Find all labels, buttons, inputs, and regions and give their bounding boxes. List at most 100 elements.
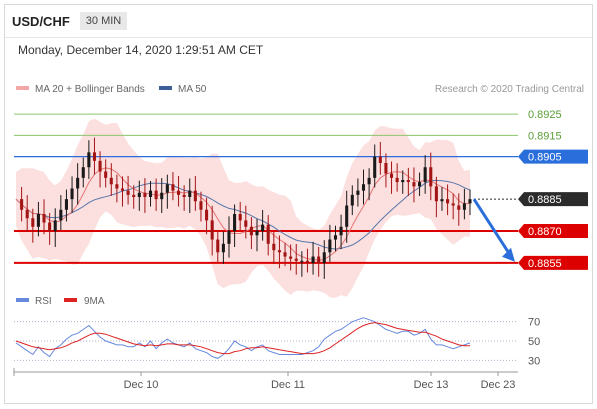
candle-body — [165, 184, 169, 193]
candle-body — [92, 152, 97, 161]
candle-body — [255, 231, 259, 236]
candle — [177, 175, 181, 207]
candle — [418, 172, 422, 196]
candle — [70, 176, 74, 213]
candle — [238, 201, 242, 230]
candle — [182, 185, 186, 211]
candle-body — [59, 209, 63, 221]
candle — [412, 167, 416, 203]
candle — [311, 241, 315, 275]
candle — [283, 242, 287, 267]
candle — [322, 240, 326, 279]
rsi-ma-legend-label: 9MA — [84, 296, 105, 307]
rsi-ma-line — [15, 322, 470, 355]
candle — [115, 174, 119, 203]
candle — [210, 205, 214, 256]
candle-body — [216, 239, 220, 253]
candle-body — [378, 156, 382, 163]
candle — [104, 159, 108, 188]
level-tag — [518, 224, 588, 239]
candle-body — [42, 214, 46, 223]
bollinger-band — [16, 118, 470, 298]
candle-body — [277, 250, 281, 253]
candle — [199, 191, 203, 222]
candle-body — [188, 190, 192, 198]
candle — [221, 231, 225, 264]
candle-body — [356, 190, 360, 195]
candle — [305, 248, 309, 273]
ma50-legend-swatch — [159, 86, 172, 90]
candle — [451, 193, 455, 220]
candle — [216, 229, 220, 262]
candle — [294, 244, 298, 275]
level-tag — [518, 192, 588, 207]
candle-body — [132, 194, 136, 198]
candle-body — [249, 226, 253, 236]
candle — [87, 140, 91, 179]
candle — [76, 163, 80, 205]
candle-body — [104, 171, 108, 178]
candle-body — [305, 260, 309, 263]
candle-body — [31, 218, 35, 227]
moving-averages — [15, 167, 471, 261]
bollinger-band-area — [16, 118, 470, 298]
candle-body — [429, 167, 433, 187]
candle-body — [182, 194, 186, 198]
candle-body — [64, 199, 68, 210]
candle — [132, 185, 136, 209]
credit-label: Research © 2020 Trading Central — [435, 84, 584, 95]
rsi-ma-legend-swatch — [64, 298, 77, 302]
chart-header: USD/CHF 30 MIN — [12, 12, 128, 30]
x-tick-label: Dec 13 — [414, 379, 449, 391]
candle — [81, 157, 85, 188]
candle — [339, 214, 343, 250]
level-label: 0.8915 — [528, 130, 562, 142]
candle — [227, 216, 231, 258]
x-tick-label: Dec 10 — [124, 379, 159, 391]
candle — [143, 178, 147, 213]
candle — [272, 231, 276, 264]
rsi-tick-label: 70 — [528, 317, 540, 329]
rsi-line — [15, 317, 471, 359]
level-tag — [518, 149, 588, 164]
candle-body — [434, 186, 438, 202]
candle-body — [395, 177, 399, 183]
candle-body — [451, 203, 455, 206]
candle-body — [81, 167, 85, 178]
candle — [249, 217, 253, 250]
candle — [440, 187, 444, 211]
candle-body — [137, 192, 141, 198]
candle-body — [266, 224, 270, 244]
candle — [64, 189, 68, 222]
candle-body — [25, 209, 29, 219]
candle — [126, 175, 130, 205]
timeframe-button[interactable]: 30 MIN — [79, 12, 128, 30]
candle — [59, 195, 63, 230]
candle-body — [440, 199, 444, 202]
rsi-legend-label: RSI — [35, 296, 52, 307]
candle — [148, 181, 153, 207]
candle — [401, 170, 405, 194]
candle — [446, 184, 450, 216]
candle — [468, 189, 472, 216]
candle — [120, 176, 125, 207]
candle — [328, 224, 332, 262]
candle — [367, 168, 371, 201]
ma50-line — [15, 179, 471, 250]
candle — [25, 195, 29, 233]
candle — [457, 193, 461, 226]
forecast-arrow-head — [502, 247, 515, 262]
candle-body — [115, 184, 119, 189]
candles — [20, 137, 472, 279]
candle — [350, 185, 354, 216]
candle — [345, 190, 349, 243]
candle-body — [98, 160, 102, 172]
candle-body — [205, 209, 209, 221]
ma20-legend-swatch — [16, 86, 29, 90]
candle — [317, 246, 321, 277]
rsi-legend-swatch — [16, 298, 29, 302]
level-label: 0.8870 — [528, 226, 562, 238]
datetime-label: Monday, December 14, 2020 1:29:51 AM CET — [18, 43, 264, 57]
x-axis: Dec 10 Dec 11 Dec 13 Dec 23 — [13, 368, 515, 391]
candle — [42, 199, 46, 235]
